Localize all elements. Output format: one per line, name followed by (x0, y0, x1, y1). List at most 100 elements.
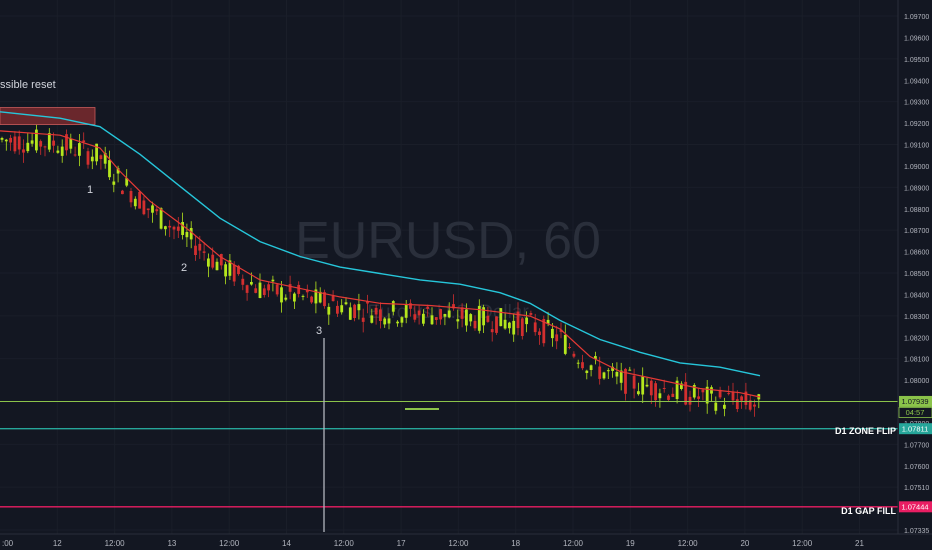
candle-body (159, 208, 163, 229)
time-tick-label: 12:00 (448, 539, 469, 548)
candle-body (688, 396, 692, 405)
candle-body (125, 178, 129, 186)
candle-body (60, 146, 64, 156)
time-tick-label: 12:00 (219, 539, 240, 548)
candle-body (176, 226, 180, 231)
candle-body (146, 208, 150, 211)
candle-body (379, 309, 382, 321)
candle-body (589, 365, 593, 370)
time-tick-label: 13 (167, 539, 176, 548)
candle-body (611, 366, 614, 371)
gap-fill-badge (899, 501, 932, 513)
price-tick-label: 1.09300 (904, 100, 929, 107)
wave-label-2: 2 (181, 262, 187, 274)
candle-body (228, 260, 232, 276)
time-tick-label: 12:00 (105, 539, 126, 548)
gap-fill-price-tag: 1.07444 (899, 501, 932, 513)
time-tick-label: 18 (511, 539, 520, 548)
candle-body (434, 317, 438, 320)
candle-body (284, 297, 288, 300)
price-tick-label: 1.09400 (904, 78, 929, 85)
candle-body (533, 322, 537, 333)
candle-body (572, 353, 576, 357)
candle-body (744, 391, 748, 405)
candle-body (546, 319, 550, 324)
candle-body (245, 285, 249, 293)
candle-body (211, 254, 215, 268)
candle-body (705, 386, 709, 404)
candle-body (202, 251, 206, 253)
candle-body (314, 289, 318, 304)
candle-body (185, 232, 189, 238)
candle-body (374, 307, 378, 315)
candle-body (121, 190, 124, 195)
candle-body (482, 307, 485, 326)
candle-body (675, 380, 679, 399)
gap-fill-price: 1.07444 (901, 502, 928, 511)
price-tick-label: 1.08800 (904, 207, 929, 214)
candle-body (692, 385, 696, 398)
candle-body (65, 134, 68, 151)
time-tick-label: 12:00 (792, 539, 813, 548)
candle-body (69, 138, 73, 149)
candle-body (189, 228, 193, 240)
candle-body (82, 140, 86, 143)
price-tick-label: 1.08200 (904, 335, 929, 342)
candle-body (99, 155, 103, 159)
candle-body (430, 315, 434, 325)
candle-body (645, 384, 649, 387)
price-tick-label: 1.09000 (904, 164, 929, 171)
candle-body (323, 292, 326, 307)
price-tick-label: 1.09200 (904, 121, 929, 128)
candle-body (649, 380, 653, 396)
candle-body (103, 153, 107, 164)
candle-body (336, 305, 339, 314)
price-axis[interactable]: 1.09700 1.09600 1.09500 1.09400 1.09300 1.092… (897, 0, 932, 535)
candle-body (142, 200, 146, 215)
candle-body (465, 309, 468, 326)
candle-body (168, 225, 172, 228)
time-axis-ticks: :00 12 12:00 13 12:00 14 12:00 17 12:00 18 12:00 19… (2, 539, 864, 548)
candle-body (538, 331, 541, 335)
candle-body (26, 142, 30, 152)
candle-body (753, 404, 756, 407)
price-tick-label: 1.07510 (904, 485, 929, 492)
candle-body (254, 288, 258, 293)
time-tick-label: :00 (2, 539, 14, 548)
ema-fast-line (0, 130, 761, 398)
candle-body (35, 129, 38, 151)
candle-body (151, 205, 154, 213)
candle-body (22, 149, 25, 153)
candle-body (301, 295, 305, 297)
candle-body (624, 368, 627, 394)
time-tick-label: 17 (397, 539, 406, 548)
candle-body (95, 143, 98, 162)
candle-body (293, 293, 296, 302)
time-axis[interactable]: :00 12 12:00 13 12:00 14 12:00 17 12:00 18 12:00 19… (0, 533, 932, 550)
zone-flip-label: D1 ZONE FLIP (835, 426, 896, 436)
candle-body (714, 402, 718, 411)
countdown-badge (898, 407, 932, 418)
candle-body (0, 138, 4, 140)
candle-body (275, 284, 279, 295)
candle-body (615, 372, 619, 377)
candle-body (30, 140, 34, 144)
countdown-value: 04:57 (906, 408, 925, 417)
candle-body (56, 150, 60, 153)
candle-body (671, 393, 675, 397)
candle-body (426, 306, 430, 309)
candle-body (503, 319, 507, 329)
candle-body (43, 146, 47, 148)
watermark-symbol: EURUSD, 60 (295, 212, 601, 270)
candle-body (39, 141, 43, 147)
candle-body (568, 347, 571, 348)
candle-body (718, 389, 722, 398)
candle-body (456, 319, 460, 322)
price-tick-label: 1.09500 (904, 57, 929, 64)
candle-body (133, 198, 137, 207)
candle-body (585, 370, 589, 373)
price-tick-label: 1.08900 (904, 185, 929, 192)
candle-body (288, 284, 292, 292)
candle-body (740, 396, 743, 401)
